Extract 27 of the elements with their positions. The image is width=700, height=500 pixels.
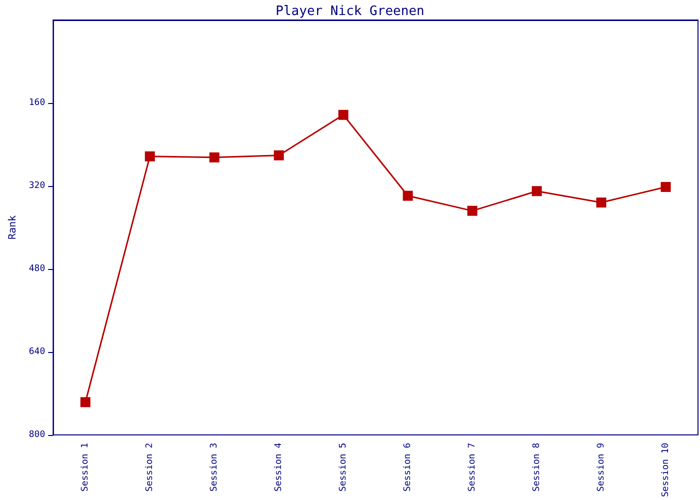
y-tick-label: 160 (28, 98, 46, 108)
y-axis-title: Rank (8, 215, 18, 240)
y-tick-label: 800 (28, 430, 46, 440)
x-tick-label: Session 8 (532, 442, 542, 492)
point (209, 152, 220, 162)
x-tick-label: Session 6 (402, 442, 413, 492)
point (274, 150, 284, 160)
point (467, 206, 478, 216)
point (144, 151, 155, 162)
x-tick-label: Session 5 (338, 442, 348, 492)
point (80, 397, 90, 408)
chart-title: Player Nick Greenen (276, 4, 424, 19)
x-tick-label: Session 2 (144, 442, 155, 492)
x-tick-label: Session 1 (80, 442, 90, 492)
x-tick-label: Session 9 (596, 442, 606, 492)
x-tick-label: Session 3 (209, 442, 220, 492)
y-tick-label: 640 (28, 346, 46, 357)
point (402, 190, 413, 201)
point (596, 198, 606, 208)
x-tick-label: Session 4 (274, 442, 284, 492)
x-tick-label: Session 10 (660, 442, 671, 498)
x-tick-label: Session 7 (467, 442, 478, 492)
point (532, 186, 542, 196)
point (660, 182, 671, 192)
y-tick-label: 480 (28, 264, 46, 274)
y-tick-label: 320 (28, 180, 46, 191)
point (338, 110, 348, 120)
